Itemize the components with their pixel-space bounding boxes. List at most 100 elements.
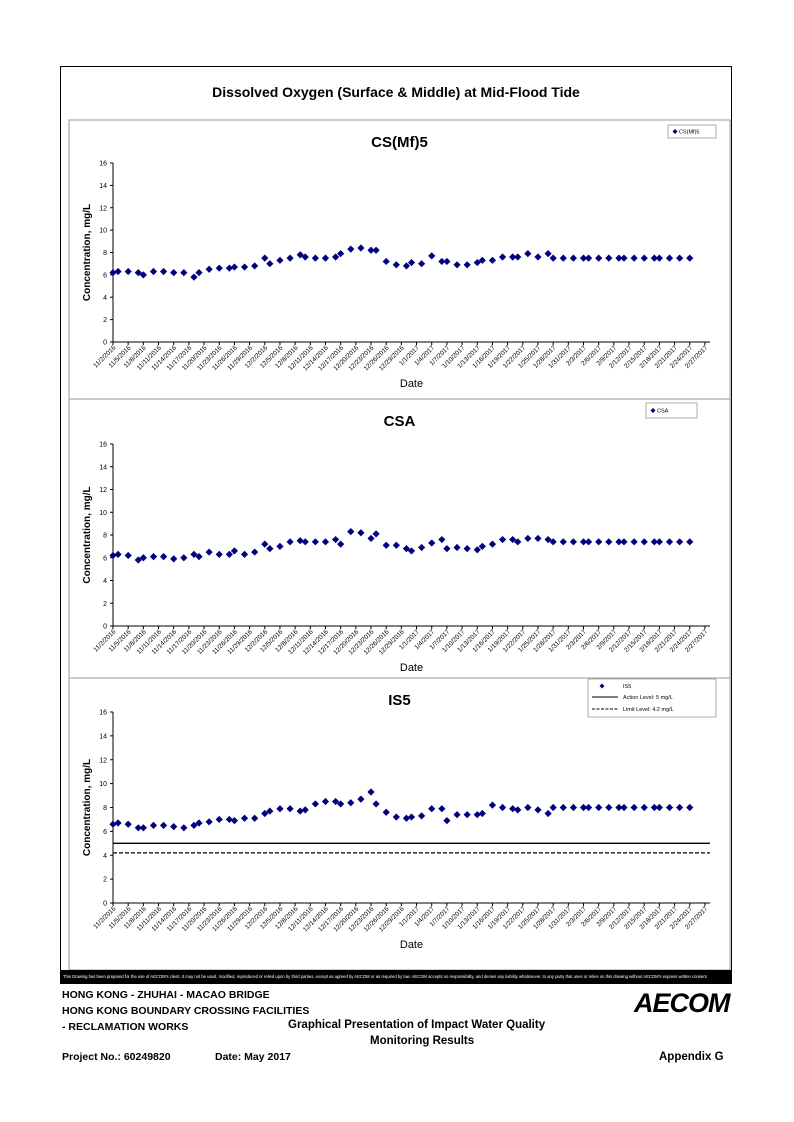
- data-point: [453, 811, 461, 819]
- data-point: [665, 538, 674, 546]
- data-point: [402, 814, 411, 822]
- data-point: [296, 537, 304, 545]
- x-axis-label: Date: [400, 939, 423, 951]
- legend-marker: [599, 683, 605, 689]
- data-point: [205, 818, 213, 826]
- data-point: [296, 251, 304, 259]
- data-point: [428, 539, 436, 547]
- y-tick-label: 6: [103, 829, 107, 836]
- data-point: [266, 807, 274, 815]
- data-point: [549, 254, 557, 262]
- data-point: [195, 819, 203, 827]
- chart-panel-1: CS(Mf)5024681012141611/2/201611/5/201611…: [68, 119, 731, 400]
- data-point: [139, 271, 147, 279]
- data-point: [584, 538, 593, 546]
- data-point: [640, 803, 648, 812]
- data-point: [428, 252, 436, 260]
- legend-label: IS5: [623, 684, 631, 690]
- footer-caption-2: Monitoring Results: [370, 1035, 475, 1047]
- data-point: [418, 812, 426, 820]
- disclaimer-bar: This Drawing has been prepared for the u…: [61, 970, 731, 983]
- data-point: [524, 803, 532, 812]
- data-point: [402, 545, 411, 553]
- data-point: [139, 554, 147, 562]
- data-point: [367, 246, 375, 254]
- y-tick-label: 10: [99, 228, 107, 235]
- y-axis-label: Concentration, mg/L: [82, 204, 93, 301]
- data-point: [443, 817, 451, 825]
- data-point: [402, 262, 411, 270]
- data-point: [301, 253, 309, 261]
- data-point: [584, 254, 593, 262]
- y-tick-label: 0: [103, 340, 107, 347]
- data-point: [630, 538, 638, 546]
- data-point: [443, 257, 451, 266]
- y-tick-label: 8: [103, 533, 107, 540]
- data-point: [301, 806, 309, 814]
- data-point: [134, 824, 142, 832]
- data-point: [190, 273, 198, 281]
- data-point: [605, 803, 613, 812]
- data-point: [392, 813, 400, 821]
- data-point: [372, 246, 380, 254]
- data-point: [615, 538, 623, 546]
- data-point: [286, 538, 294, 546]
- data-point: [438, 535, 446, 544]
- y-tick-label: 8: [103, 250, 107, 257]
- chart-legend: CS(Mf)5: [667, 124, 717, 139]
- data-point: [655, 538, 664, 546]
- data-point: [134, 556, 142, 564]
- y-tick-label: 12: [99, 487, 107, 494]
- y-tick-label: 6: [103, 272, 107, 279]
- data-point: [640, 538, 648, 546]
- data-point: [311, 538, 319, 546]
- report-date: Date: May 2017: [215, 1051, 291, 1063]
- data-point: [509, 253, 517, 261]
- data-point: [407, 547, 416, 555]
- data-point: [321, 797, 330, 806]
- data-point: [605, 254, 613, 262]
- data-point: [190, 550, 198, 558]
- y-tick-label: 10: [99, 781, 107, 788]
- data-point: [498, 803, 507, 812]
- data-point: [676, 803, 684, 812]
- data-point: [514, 538, 522, 546]
- y-tick-label: 4: [103, 295, 107, 302]
- data-point: [488, 540, 497, 548]
- legend-label: CS(Mf)5: [679, 130, 699, 136]
- data-point: [230, 817, 239, 825]
- legend-box: [667, 124, 717, 139]
- data-point: [473, 258, 481, 267]
- data-point: [109, 551, 117, 560]
- data-point: [276, 256, 284, 264]
- data-point: [170, 269, 178, 277]
- y-tick-label: 2: [103, 601, 107, 608]
- data-point: [337, 800, 345, 808]
- data-point: [579, 538, 588, 546]
- data-point: [605, 538, 613, 546]
- data-point: [514, 253, 522, 261]
- data-point: [569, 254, 577, 262]
- data-point: [630, 254, 638, 262]
- footer-line-2: HONG KONG BOUNDARY CROSSING FACILITIES: [62, 1005, 310, 1017]
- data-point: [676, 254, 684, 262]
- y-tick-label: 12: [99, 205, 107, 212]
- data-point: [549, 538, 557, 546]
- data-point: [438, 257, 446, 266]
- data-point: [149, 821, 158, 830]
- data-point: [311, 800, 319, 808]
- data-point: [559, 254, 567, 262]
- data-point: [321, 254, 330, 262]
- data-point: [286, 254, 294, 262]
- data-point: [620, 254, 628, 262]
- data-point: [286, 805, 294, 813]
- data-point: [407, 813, 416, 821]
- data-point: [332, 797, 340, 806]
- data-point: [514, 806, 522, 814]
- data-point: [109, 820, 117, 828]
- data-point: [347, 527, 355, 536]
- data-point: [225, 815, 233, 824]
- data-point: [392, 261, 400, 269]
- data-point: [372, 800, 380, 808]
